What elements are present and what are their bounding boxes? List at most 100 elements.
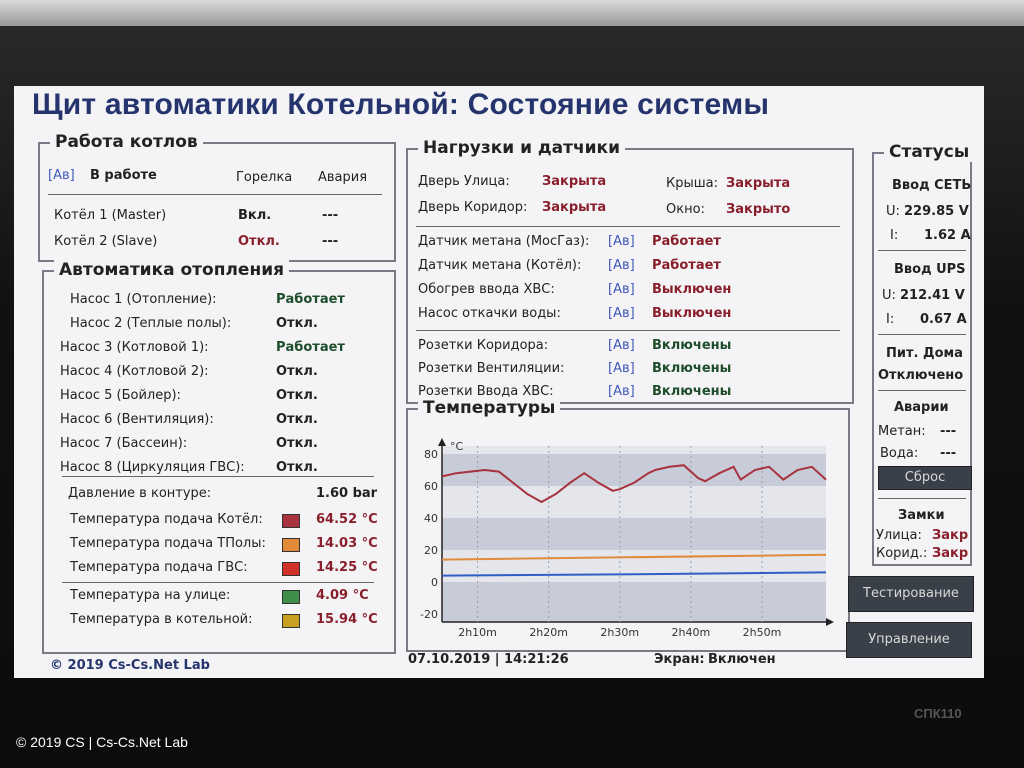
- temperature-value: 14.03 °C: [316, 536, 378, 551]
- heating-divider-2: [62, 582, 374, 583]
- photo-watermark: © 2019 CS | Cs-Cs.Net Lab: [16, 734, 188, 750]
- chart-x-arrow: [826, 618, 834, 626]
- chart-x-tick: 2h20m: [529, 626, 568, 639]
- pump-name: Насос 7 (Бассеин):: [60, 436, 188, 451]
- heating-panel: Автоматика отопления Насос 1 (Отопление)…: [42, 260, 396, 654]
- footer-datetime: 07.10.2019 | 14:21:26: [408, 652, 569, 667]
- control-button[interactable]: Управление: [846, 622, 972, 658]
- boiler-1-burner: Вкл.: [238, 208, 272, 223]
- locks-title: Замки: [898, 508, 945, 523]
- pressure-label: Давление в контуре:: [68, 486, 212, 501]
- temperature-value: 64.52 °C: [316, 512, 378, 527]
- pump-state: Откл.: [276, 316, 318, 331]
- socket-state: Включены: [652, 384, 732, 399]
- chart-series-ТПолы: [441, 553, 827, 561]
- methane-alarm-label: Метан:: [878, 424, 926, 439]
- temperature-value: 14.25 °C: [316, 560, 378, 575]
- pump-state: Откл.: [276, 460, 318, 475]
- boilers-panel-title: Работа котлов: [50, 132, 203, 152]
- socket-label: Розетки Вентиляции:: [418, 361, 565, 376]
- alarm-reset-button[interactable]: Сброс: [878, 466, 972, 490]
- boiler-2-burner: Откл.: [238, 234, 280, 249]
- grid-current: 1.62 A: [924, 228, 971, 243]
- pump-name: Насос 4 (Котловой 2):: [60, 364, 209, 379]
- temperature-chart: °C 80 60 40 20 0 -20 2h10m 2h20m 2h30m 2h40m 2h50m: [420, 438, 834, 639]
- socket-mode-tag[interactable]: [Ав]: [608, 338, 635, 353]
- chart-y-tick: -20: [420, 608, 438, 621]
- grid-voltage: 229.85 V: [904, 204, 969, 219]
- page-title: Щит автоматики Котельной: Состояние сист…: [32, 88, 770, 121]
- boilers-mode-label: В работе: [90, 168, 157, 183]
- boiler-2-name: Котёл 2 (Slave): [54, 234, 158, 249]
- sensor-mode-tag[interactable]: [Ав]: [608, 258, 635, 273]
- chart-y-tick: 0: [431, 576, 438, 589]
- statuses-panel: Статусы Ввод СЕТЬ U: 229.85 V I: 1.62 A …: [872, 142, 975, 566]
- pump-name: Насос 6 (Вентиляция):: [60, 412, 214, 427]
- pump-name: Насос 1 (Отопление):: [70, 292, 217, 307]
- street-lock-label: Улица:: [876, 528, 922, 543]
- pump-name: Насос 8 (Циркуляция ГВС):: [60, 460, 245, 475]
- pressure-value: 1.60 bar: [316, 486, 378, 501]
- pump-state: Откл.: [276, 388, 318, 403]
- footer-screen-value: Включен: [708, 652, 776, 667]
- chart-x-tick: 2h30m: [600, 626, 639, 639]
- footer-copyright: © 2019 Cs-Cs.Net Lab: [50, 658, 210, 673]
- ups-input-title: Ввод UPS: [894, 262, 966, 277]
- ups-u-label: U:: [882, 288, 896, 303]
- device-frame-top: [0, 0, 1024, 26]
- sensor-mode-tag[interactable]: [Ав]: [608, 282, 635, 297]
- alarms-title: Аварии: [894, 400, 949, 415]
- chart-band: [442, 582, 826, 614]
- pump-state: Работает: [276, 292, 345, 307]
- socket-mode-tag[interactable]: [Ав]: [608, 361, 635, 376]
- sensor-state: Работает: [652, 234, 721, 249]
- temperature-label: Температура подача ТПолы:: [70, 536, 266, 551]
- pump-name: Насос 3 (Котловой 1):: [60, 340, 209, 355]
- temperatures-panel-title: Температуры: [418, 398, 561, 418]
- chart-y-tick: 40: [424, 512, 438, 525]
- chart-band: [442, 518, 826, 550]
- window-value: Закрыто: [726, 202, 791, 217]
- statuses-panel-title: Статусы: [884, 142, 975, 162]
- boilers-col-burner: Горелка: [236, 170, 293, 185]
- temperature-label: Температура подача ГВС:: [70, 560, 248, 575]
- corridor-lock-value: Закр: [932, 546, 969, 561]
- temperature-swatch: [282, 514, 300, 528]
- chart-x-tick: 2h10m: [458, 626, 497, 639]
- chart-y-arrow: [438, 438, 446, 446]
- chart-band: [442, 454, 826, 486]
- socket-mode-tag[interactable]: [Ав]: [608, 384, 635, 399]
- window-label: Окно:: [666, 202, 705, 217]
- boiler-1-name: Котёл 1 (Master): [54, 208, 167, 223]
- temperature-value: 15.94 °C: [316, 612, 378, 627]
- ups-i-label: I:: [886, 312, 895, 327]
- sensor-label: Датчик метана (МосГаз):: [418, 234, 590, 249]
- statuses-divider-4: [878, 498, 966, 499]
- sensor-label: Насос откачки воды:: [418, 306, 561, 321]
- methane-alarm-value: ---: [940, 424, 957, 439]
- temperature-label: Температура в котельной:: [70, 612, 253, 627]
- boilers-mode-tag[interactable]: [Ав]: [48, 168, 75, 183]
- testing-button[interactable]: Тестирование: [848, 576, 974, 612]
- chart-series-Котёл: [441, 464, 827, 504]
- sensor-state: Работает: [652, 258, 721, 273]
- pump-state: Работает: [276, 340, 345, 355]
- grid-input-title: Ввод СЕТЬ: [892, 178, 972, 193]
- statuses-divider-3: [878, 390, 966, 391]
- sensor-mode-tag[interactable]: [Ав]: [608, 234, 635, 249]
- temperature-label: Температура подача Котёл:: [70, 512, 263, 527]
- boiler-1-alarm: ---: [322, 208, 339, 223]
- grid-i-label: I:: [890, 228, 899, 243]
- temperature-swatch: [282, 562, 300, 576]
- ups-voltage: 212.41 V: [900, 288, 965, 303]
- socket-state: Включены: [652, 361, 732, 376]
- temperatures-panel: Температуры °C 80 60 40 20 0 -20 2h10m 2h20m 2h30…: [406, 398, 850, 652]
- house-power-value: Отключено: [878, 368, 964, 383]
- chart-y-unit: °C: [450, 440, 464, 453]
- socket-state: Включены: [652, 338, 732, 353]
- door-street-value: Закрыта: [542, 174, 607, 189]
- socket-label: Розетки Ввода ХВС:: [418, 384, 554, 399]
- device-model: СПК110: [914, 706, 962, 721]
- chart-y-tick: 80: [424, 448, 438, 461]
- sensor-mode-tag[interactable]: [Ав]: [608, 306, 635, 321]
